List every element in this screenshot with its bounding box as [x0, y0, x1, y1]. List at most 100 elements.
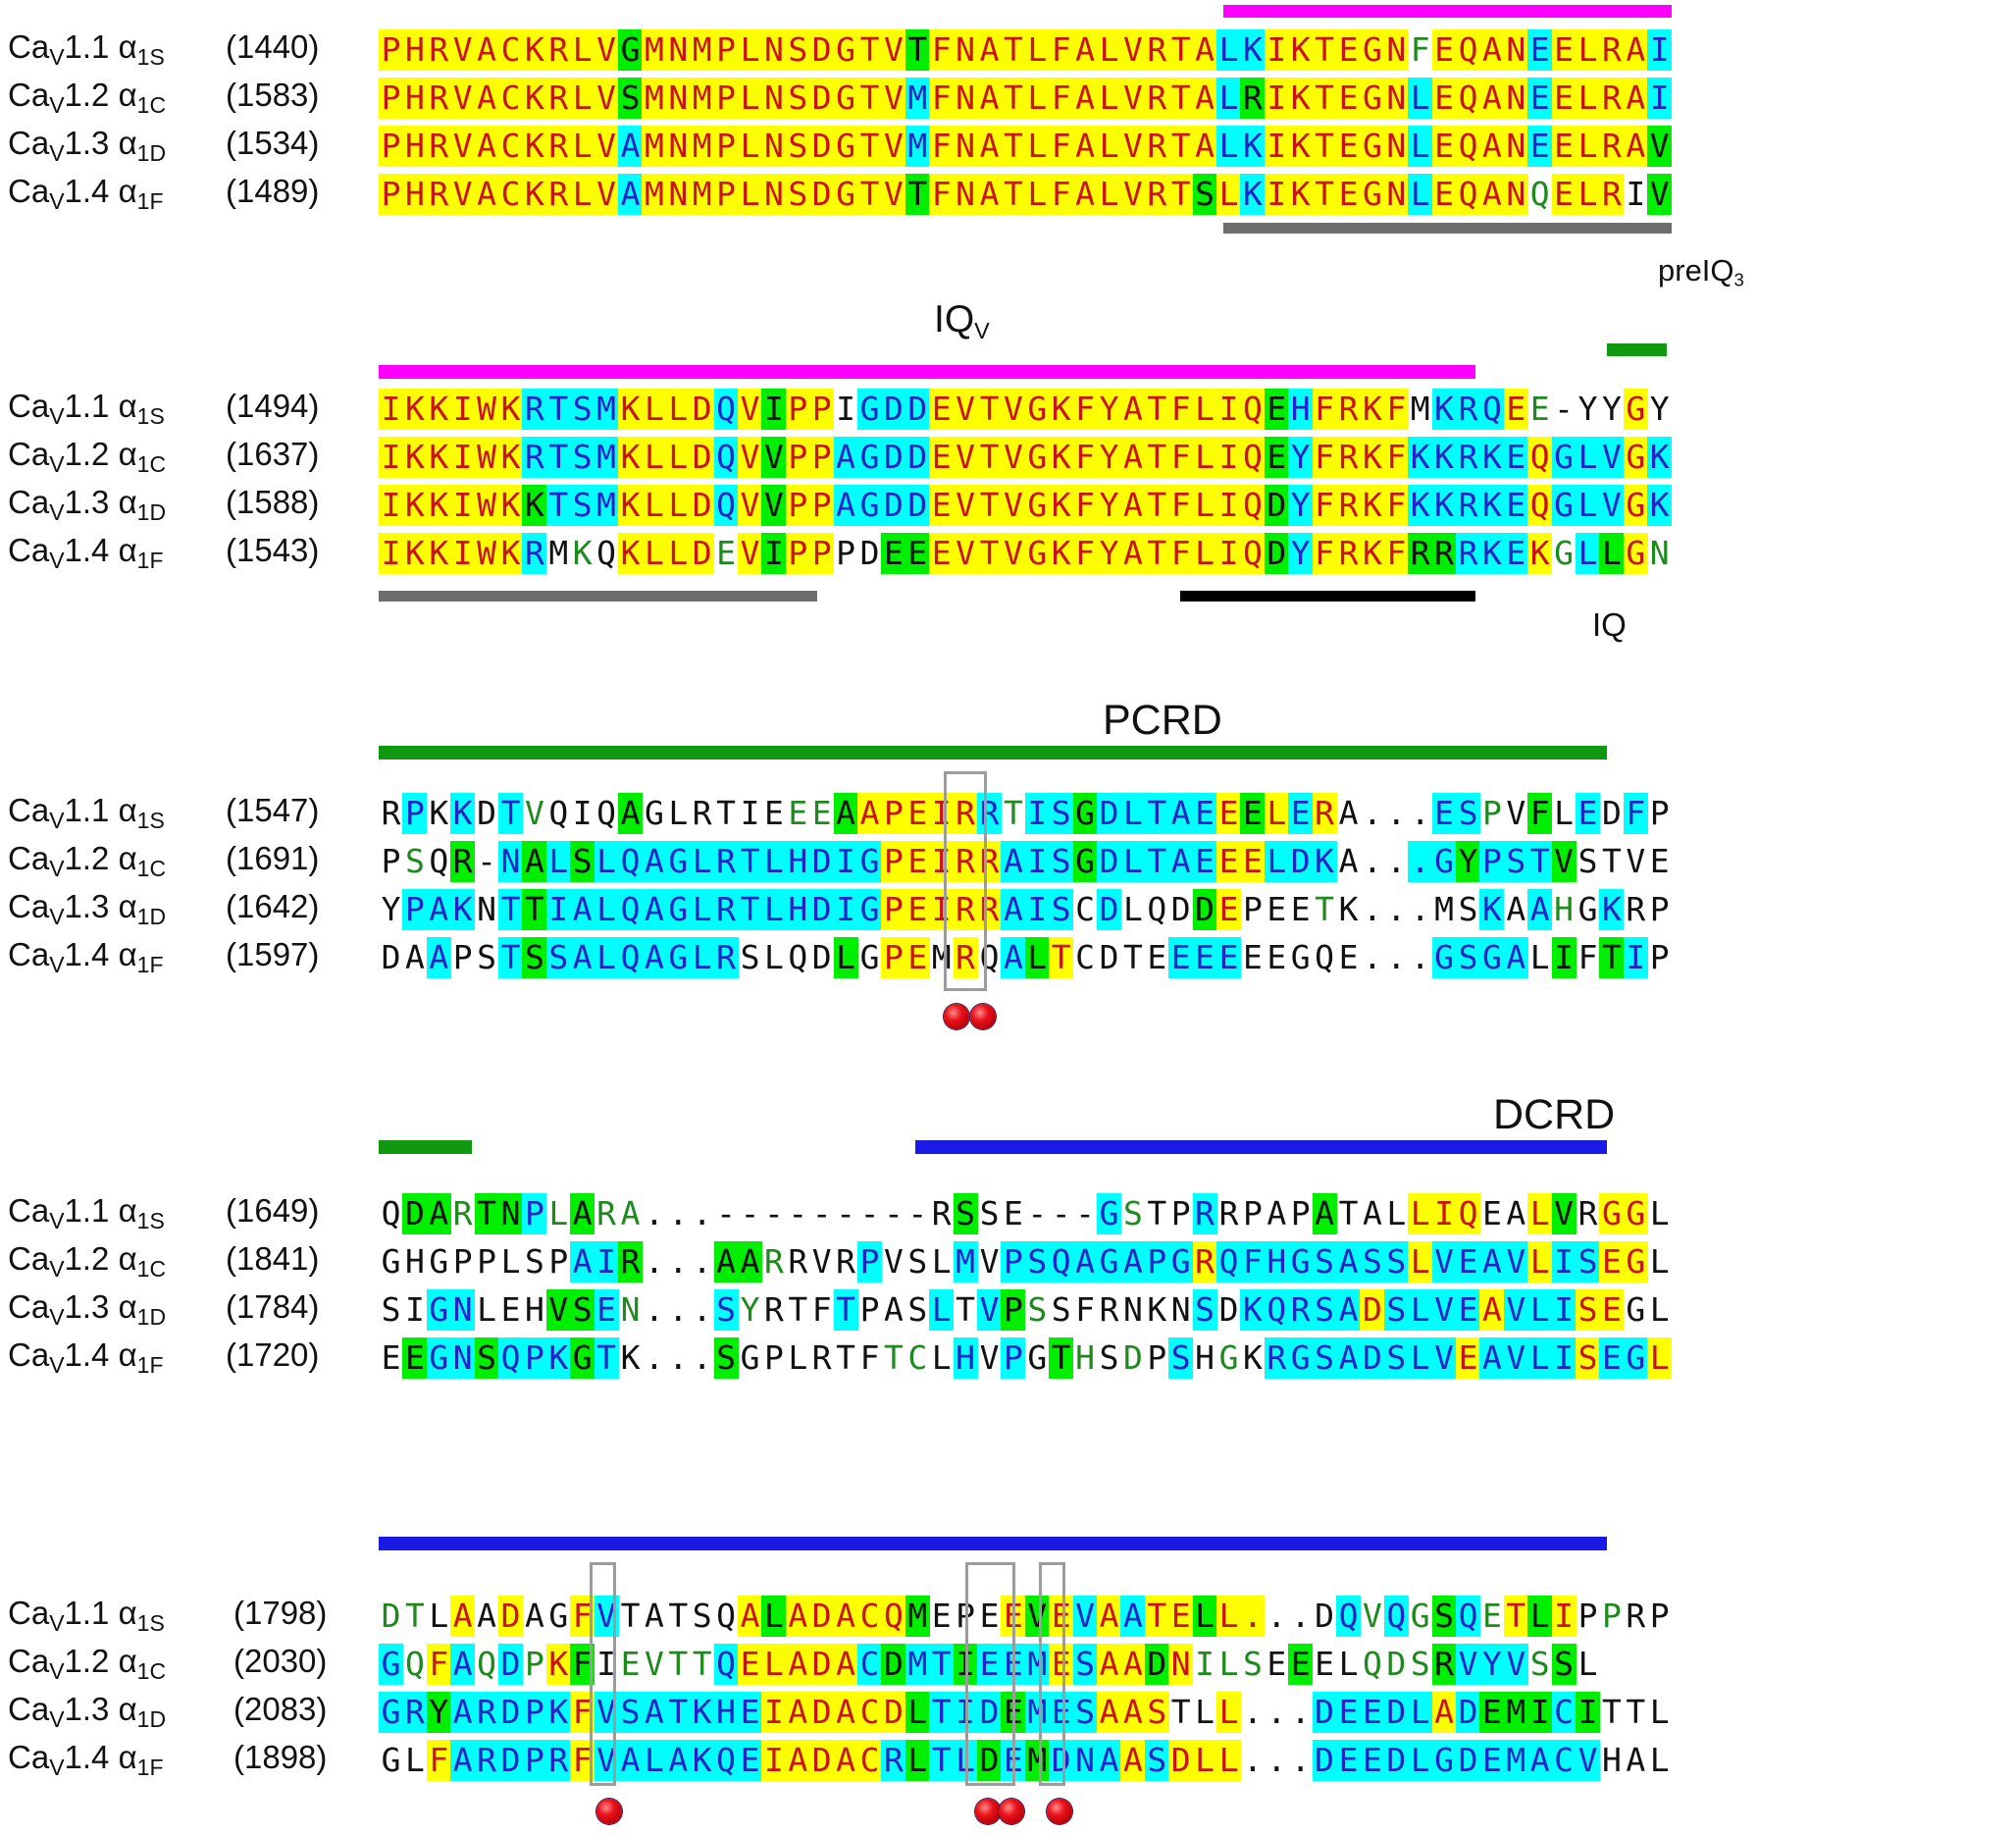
label-v-sub: V — [49, 188, 65, 214]
residue: L — [931, 1338, 952, 1377]
residue: T — [977, 533, 1002, 574]
residue: A — [1336, 1289, 1361, 1331]
residue: I — [1551, 1241, 1577, 1283]
residue: Q — [1240, 533, 1266, 574]
residue: I — [1647, 78, 1673, 119]
residue: L — [570, 174, 595, 215]
residue: G — [548, 1597, 569, 1635]
residue: T — [836, 1338, 856, 1377]
label-PCRD: PCRD — [1103, 697, 1222, 744]
residue: K — [618, 437, 643, 478]
residue: . — [644, 1242, 664, 1281]
residue: N — [665, 126, 691, 167]
residue: G — [570, 1337, 595, 1379]
residue-highlight-box — [1039, 1562, 1066, 1786]
residue: Q — [788, 938, 808, 976]
residue: P — [859, 1290, 880, 1329]
residue: R — [1336, 389, 1361, 430]
residue: K — [402, 533, 428, 574]
residue: V — [953, 437, 978, 478]
residue: D — [1099, 938, 1119, 976]
residue: H — [1264, 1241, 1289, 1283]
label-ca: Ca — [8, 173, 50, 209]
residue: L — [1216, 1740, 1241, 1781]
residue: Y — [1097, 485, 1121, 526]
residue: C — [1075, 938, 1096, 976]
label-isoform: 1.2 α — [64, 1240, 137, 1277]
residue: R — [474, 1692, 499, 1733]
label-subunit-sub: 1F — [136, 952, 164, 977]
residue: L — [1120, 793, 1146, 834]
residue: E — [1503, 485, 1528, 526]
residue: I — [1024, 841, 1050, 882]
residue: K — [1147, 1290, 1167, 1329]
label-subunit-sub: 1S — [136, 1610, 165, 1636]
residue: . — [1386, 890, 1407, 928]
residue: . — [692, 1338, 712, 1377]
residue: R — [381, 794, 401, 832]
residue: V — [1551, 1193, 1577, 1234]
label-DCRD: DCRD — [1493, 1091, 1616, 1138]
residue: Y — [1577, 390, 1598, 428]
residue: . — [1362, 938, 1382, 976]
residue: D — [881, 1644, 906, 1685]
residue: Q — [477, 1645, 497, 1683]
residue: V — [1120, 29, 1146, 71]
residue: K — [1049, 437, 1074, 478]
residue: E — [620, 1645, 641, 1683]
residue: K — [402, 437, 428, 478]
residue: N — [665, 78, 691, 119]
residue: F — [1168, 389, 1194, 430]
residue: P — [785, 485, 810, 526]
residue: T — [620, 1597, 641, 1635]
residue: A — [1479, 1289, 1505, 1331]
residue: H — [1554, 890, 1575, 928]
residue: L — [1264, 793, 1289, 834]
residue: R — [1144, 78, 1169, 119]
residue: R — [811, 1338, 832, 1377]
label-ca: Ca — [8, 792, 50, 828]
residue: T — [1601, 842, 1622, 880]
residue: D — [881, 389, 906, 430]
residue: N — [620, 1290, 641, 1329]
residue: E — [1266, 890, 1287, 928]
residue: . — [644, 1290, 664, 1329]
residue: T — [1049, 1337, 1074, 1379]
residue: R — [1408, 533, 1433, 574]
residue: A — [833, 1596, 858, 1637]
residue: V — [450, 174, 476, 215]
residue: M — [1503, 1692, 1528, 1733]
residue: - — [716, 1194, 737, 1232]
residue: E — [1431, 174, 1457, 215]
sequence-start-number: (1691) — [226, 840, 320, 876]
residue: G — [381, 1741, 401, 1779]
residue: F — [1312, 389, 1337, 430]
residue: T — [1144, 841, 1169, 882]
label-v-sub: V — [49, 451, 65, 477]
residue: Q — [1527, 485, 1553, 526]
residue: P — [713, 78, 739, 119]
residue: A — [1097, 1692, 1121, 1733]
residue: E — [1456, 1337, 1480, 1379]
residue: E — [929, 485, 955, 526]
residue: Y — [1288, 437, 1314, 478]
label-subunit-sub: 1C — [136, 451, 167, 477]
residue: - — [859, 1194, 880, 1232]
label-v-sub: V — [49, 952, 65, 977]
residue: R — [953, 937, 978, 978]
residue: L — [1408, 1241, 1433, 1283]
residue: G — [1024, 389, 1050, 430]
residue: T — [668, 1645, 689, 1683]
residue: K — [1049, 485, 1074, 526]
residue: N — [665, 174, 691, 215]
residue: R — [522, 533, 547, 574]
residue: E — [1336, 126, 1361, 167]
residue: D — [1312, 1740, 1337, 1781]
residue: S — [979, 1194, 1000, 1232]
residue: V — [1001, 533, 1026, 574]
residue: L — [931, 1242, 952, 1281]
residue: N — [1383, 126, 1409, 167]
residue: M — [905, 126, 930, 167]
residue: P — [379, 78, 403, 119]
residue: L — [1024, 78, 1050, 119]
